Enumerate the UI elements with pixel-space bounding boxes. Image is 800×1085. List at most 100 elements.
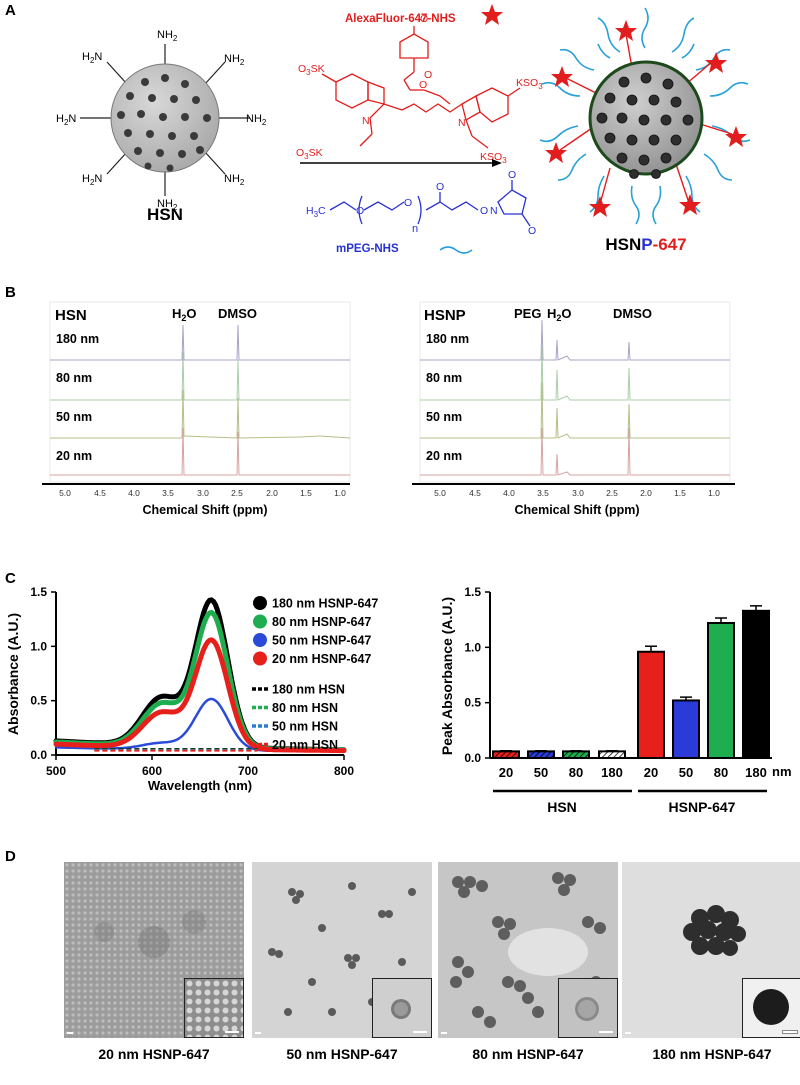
legend-label: 180 nm HSNP-647 [272, 597, 378, 611]
dmso-peak-label: DMSO [218, 306, 257, 321]
scale-bar [67, 1032, 73, 1034]
dye-atom-labels: O O O O3SK KSO3 N N O3SK KSO3 [296, 13, 543, 165]
peg-peak-label: PEG [514, 306, 541, 321]
y-tick-label: 1.0 [30, 639, 47, 653]
svg-text:O3SK: O3SK [298, 63, 325, 77]
panel-label-b: B [5, 284, 16, 301]
nmr-hsn-title: HSN [55, 307, 87, 324]
svg-text:O3SK: O3SK [296, 147, 323, 161]
star-icon [481, 4, 503, 25]
svg-text:1.0: 1.0 [708, 488, 720, 498]
inset-scale-bar [783, 1031, 797, 1033]
legend-label: 80 nm HSNP-647 [272, 615, 371, 629]
svg-text:O: O [528, 225, 536, 237]
h2o-peak-label: H2O [172, 306, 197, 323]
tem-image-180nm [622, 862, 800, 1038]
alexafluor-label: AlexaFluor-647-NHS [345, 13, 456, 25]
inset-scale-bar [225, 1031, 239, 1033]
y-tick-label: 1.0 [464, 640, 481, 654]
abs-xlabel: Wavelength (nm) [148, 778, 252, 793]
legend-swatch [253, 614, 267, 629]
tem-image-80nm [438, 862, 618, 1038]
tem-inset-20nm [184, 978, 244, 1038]
category-label: 50 [679, 765, 693, 780]
panel-label-a: A [5, 2, 16, 19]
size-label-50-hsnp: 50 nm [426, 410, 462, 424]
legend-label: 20 nm HSN [272, 738, 338, 752]
svg-text:1.5: 1.5 [674, 488, 686, 498]
bar [492, 750, 520, 760]
legend-swatch [253, 651, 267, 666]
category-label: 80 [714, 765, 728, 780]
y-tick-label: 1.5 [464, 585, 481, 599]
y-tick-label: 0.5 [30, 694, 47, 708]
hsn-particle: NH2 H2N NH2 H2N NH2 H2N NH2 NH2 [56, 29, 267, 212]
svg-text:H2N: H2N [82, 173, 102, 187]
legend-label: 50 nm HSNP-647 [272, 634, 371, 648]
legend-label: 50 nm HSN [272, 720, 338, 734]
tem-caption-50nm: 50 nm HSNP-647 [286, 1046, 398, 1062]
peg-chain-icon [439, 246, 473, 254]
svg-text:N: N [458, 117, 466, 129]
svg-text:4.5: 4.5 [469, 488, 481, 498]
tem-image-50nm [252, 862, 432, 1038]
nmr-spectra: HSN H2O DMSO 180 nm 80 nm 50 nm 20 nm 5.… [42, 301, 735, 517]
absorbance-spectra-chart: 500 600 700 800 0.0 0.5 1.0 1.5 180 nm HSNP-647… [5, 585, 378, 793]
scale-bar [625, 1032, 631, 1034]
category-label: 180 [745, 765, 767, 780]
inset-scale-bar [413, 1031, 427, 1033]
mpeg-nhs-label: mPEG-NHS [336, 243, 399, 255]
tem-inset-50nm [372, 978, 432, 1038]
panel-label-d: D [5, 848, 16, 865]
bar [562, 750, 590, 760]
svg-text:5.0: 5.0 [59, 488, 71, 498]
dmso-peak-label-hsnp: DMSO [613, 306, 652, 321]
hsnp-647-particle [539, 7, 751, 225]
scale-bar [441, 1032, 447, 1034]
category-label: 180 [601, 765, 623, 780]
size-label-20-hsnp: 20 nm [426, 449, 462, 463]
svg-text:n: n [412, 223, 418, 235]
svg-text:KSO3: KSO3 [516, 77, 543, 91]
x-tick-label: 500 [46, 764, 66, 778]
svg-text:O: O [420, 13, 428, 25]
size-label-20: 20 nm [56, 449, 92, 463]
inset-scale-bar [599, 1031, 613, 1033]
bar [742, 609, 770, 759]
bar [637, 650, 665, 759]
svg-text:4.0: 4.0 [503, 488, 515, 498]
nmr-hsnp-xlabel: Chemical Shift (ppm) [514, 503, 639, 517]
svg-text:1.0: 1.0 [334, 488, 346, 498]
hsnp-group-label: HSNP-647 [669, 799, 736, 815]
svg-text:NH2: NH2 [157, 198, 178, 212]
category-label: 20 [644, 765, 658, 780]
svg-text:2.0: 2.0 [266, 488, 278, 498]
svg-text:2.0: 2.0 [640, 488, 652, 498]
category-label: 20 [499, 765, 513, 780]
svg-text:KSO3: KSO3 [480, 151, 507, 165]
svg-text:1.5: 1.5 [300, 488, 312, 498]
svg-text:3.5: 3.5 [537, 488, 549, 498]
alexafluor-structure [321, 26, 521, 149]
peg-atom-labels: H3C O O n O O N O O [306, 169, 536, 237]
size-label-80-hsnp: 80 nm [426, 371, 462, 385]
bar-ylabel: Peak Absorbance (A.U.) [439, 597, 455, 755]
y-tick-label: 0.5 [464, 696, 481, 710]
svg-text:3.0: 3.0 [572, 488, 584, 498]
tem-inset-80nm [558, 978, 618, 1038]
nmr-hsnp-xticks: 5.0 4.5 4.0 3.5 3.0 2.5 2.0 1.5 1.0 [434, 488, 720, 498]
svg-text:2.5: 2.5 [606, 488, 618, 498]
nmr-hsnp-plot: HSNP PEG H2O DMSO 180 nm 80 nm 50 nm 20 … [412, 301, 735, 517]
svg-text:3.5: 3.5 [162, 488, 174, 498]
svg-text:O: O [356, 205, 364, 217]
svg-text:H2N: H2N [56, 113, 76, 127]
legend-swatch [253, 596, 267, 610]
bar [672, 699, 700, 759]
hsn-label: HSN [147, 205, 183, 224]
bar-unit-label: nm [772, 764, 792, 779]
svg-text:O: O [436, 181, 444, 193]
svg-text:O: O [419, 79, 427, 91]
legend-swatch [253, 633, 267, 647]
svg-text:N: N [490, 205, 498, 217]
legend-label: 20 nm HSNP-647 [272, 652, 371, 666]
